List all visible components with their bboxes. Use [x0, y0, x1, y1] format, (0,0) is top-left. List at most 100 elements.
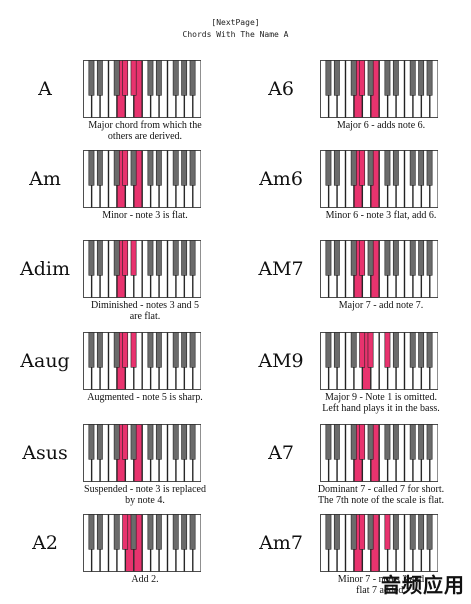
black-key	[113, 514, 120, 550]
chord-name: A6	[268, 78, 294, 100]
next-page-anchor[interactable]: [NextPage]	[211, 18, 260, 27]
black-key	[147, 150, 154, 186]
black-key	[181, 332, 188, 368]
black-key	[172, 332, 179, 368]
chord-am7: Am7 Minor 7 - notes 3 and flat 7 added.	[236, 514, 471, 604]
black-key	[392, 240, 399, 276]
black-key	[333, 60, 340, 96]
chord-name: Am	[29, 168, 61, 190]
chord-description: Augmented - note 5 is sharp.	[70, 392, 220, 403]
black-key	[155, 424, 162, 460]
black-key	[409, 332, 416, 368]
black-key	[418, 514, 425, 550]
black-key	[147, 514, 154, 550]
black-key	[426, 424, 433, 460]
chord-am9: AM9 Major 9 - Note 1 is omitted. Left hand…	[236, 332, 471, 422]
black-key	[88, 332, 95, 368]
black-key	[384, 60, 391, 96]
black-key	[359, 150, 366, 186]
description-line: The 7th note of the scale is flat.	[317, 495, 445, 506]
next-page-link[interactable]: [NextPage]	[0, 18, 471, 28]
black-key	[172, 150, 179, 186]
black-key	[130, 332, 137, 368]
description-line: Add 2.	[131, 574, 159, 585]
black-key	[418, 60, 425, 96]
black-key	[172, 240, 179, 276]
black-key	[189, 332, 196, 368]
black-key	[350, 240, 357, 276]
black-key	[367, 240, 374, 276]
black-key	[113, 240, 120, 276]
black-key	[96, 150, 103, 186]
chord-description: Major chord from which the others are der…	[70, 120, 220, 142]
black-key	[409, 424, 416, 460]
chord-name: Adim	[20, 258, 70, 280]
black-key	[130, 514, 137, 550]
black-key	[384, 424, 391, 460]
black-key	[130, 150, 137, 186]
chord-am6: Am6 Minor 6 - note 3 flat, add 6.	[236, 150, 471, 240]
black-key	[384, 514, 391, 550]
chord-name: Am7	[259, 532, 303, 554]
black-key	[350, 424, 357, 460]
chord-name: A	[38, 78, 52, 100]
black-key	[426, 60, 433, 96]
chord-description: Diminished - notes 3 and 5 are flat.	[70, 300, 220, 322]
keyboard-diagram	[320, 332, 438, 390]
black-key	[122, 332, 129, 368]
black-key	[325, 60, 332, 96]
black-key	[418, 332, 425, 368]
black-key	[181, 424, 188, 460]
chord-description: Major 6 - adds note 6.	[306, 120, 456, 131]
black-key	[418, 240, 425, 276]
black-key	[426, 514, 433, 550]
description-line: others are derived.	[107, 131, 183, 142]
black-key	[88, 150, 95, 186]
black-key	[88, 424, 95, 460]
keyboard-diagram	[320, 514, 438, 572]
description-line: Augmented - note 5 is sharp.	[87, 392, 203, 403]
description-line: Major 7 - add note 7.	[338, 300, 424, 311]
description-line: Diminished - notes 3 and 5	[90, 300, 200, 311]
black-key	[130, 60, 137, 96]
chord-description: Major 7 - add note 7.	[306, 300, 456, 311]
black-key	[367, 514, 374, 550]
black-key	[147, 240, 154, 276]
chord-a2: A2 Add 2.	[0, 514, 235, 604]
black-key	[113, 150, 120, 186]
black-key	[96, 240, 103, 276]
chord-am7: AM7 Major 7 - add note 7.	[236, 240, 471, 330]
black-key	[181, 240, 188, 276]
black-key	[392, 424, 399, 460]
black-key	[359, 424, 366, 460]
black-key	[350, 332, 357, 368]
black-key	[392, 150, 399, 186]
chord-name: Am6	[259, 168, 303, 190]
black-key	[325, 150, 332, 186]
description-line: Minor 6 - note 3 flat, add 6.	[325, 210, 437, 221]
description-line: Suspended - note 3 is replaced	[84, 484, 206, 495]
description-line: by note 4.	[125, 495, 165, 506]
black-key	[367, 332, 374, 368]
black-key	[88, 240, 95, 276]
chord-aaug: Aaug Augmented - note 5 is sharp.	[0, 332, 235, 422]
keyboard-diagram	[83, 150, 201, 208]
black-key	[88, 514, 95, 550]
black-key	[359, 514, 366, 550]
black-key	[122, 150, 129, 186]
black-key	[181, 60, 188, 96]
black-key	[325, 240, 332, 276]
black-key	[392, 60, 399, 96]
chord-name: AM9	[258, 350, 304, 372]
black-key	[130, 240, 137, 276]
black-key	[122, 240, 129, 276]
black-key	[96, 424, 103, 460]
black-key	[189, 240, 196, 276]
black-key	[113, 332, 120, 368]
chord-description: Suspended - note 3 is replaced by note 4.	[70, 484, 220, 506]
black-key	[155, 332, 162, 368]
black-key	[384, 150, 391, 186]
black-key	[189, 60, 196, 96]
black-key	[189, 514, 196, 550]
black-key	[333, 150, 340, 186]
